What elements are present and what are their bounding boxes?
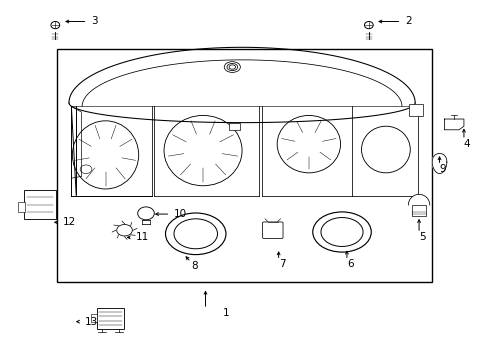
FancyBboxPatch shape <box>408 104 423 116</box>
Text: 10: 10 <box>174 209 187 219</box>
Bar <box>411 205 426 216</box>
Text: 6: 6 <box>346 259 353 269</box>
FancyBboxPatch shape <box>262 222 283 238</box>
Ellipse shape <box>138 207 154 220</box>
Polygon shape <box>431 153 446 174</box>
Bar <box>91 315 97 322</box>
Bar <box>97 308 123 329</box>
Text: 11: 11 <box>136 232 149 242</box>
Bar <box>228 123 239 130</box>
Text: 7: 7 <box>278 259 285 269</box>
Text: 8: 8 <box>190 261 197 271</box>
Text: 12: 12 <box>63 217 76 227</box>
Text: 13: 13 <box>84 317 98 327</box>
Text: 9: 9 <box>439 164 445 174</box>
Bar <box>18 202 24 212</box>
Text: 3: 3 <box>91 17 97 27</box>
Text: 1: 1 <box>222 308 229 318</box>
Ellipse shape <box>364 22 372 29</box>
Ellipse shape <box>51 22 60 29</box>
Text: 5: 5 <box>418 232 425 242</box>
Bar <box>24 190 56 220</box>
Text: 4: 4 <box>463 139 469 149</box>
Bar <box>57 49 431 282</box>
Text: 2: 2 <box>405 17 411 27</box>
Polygon shape <box>444 119 463 130</box>
